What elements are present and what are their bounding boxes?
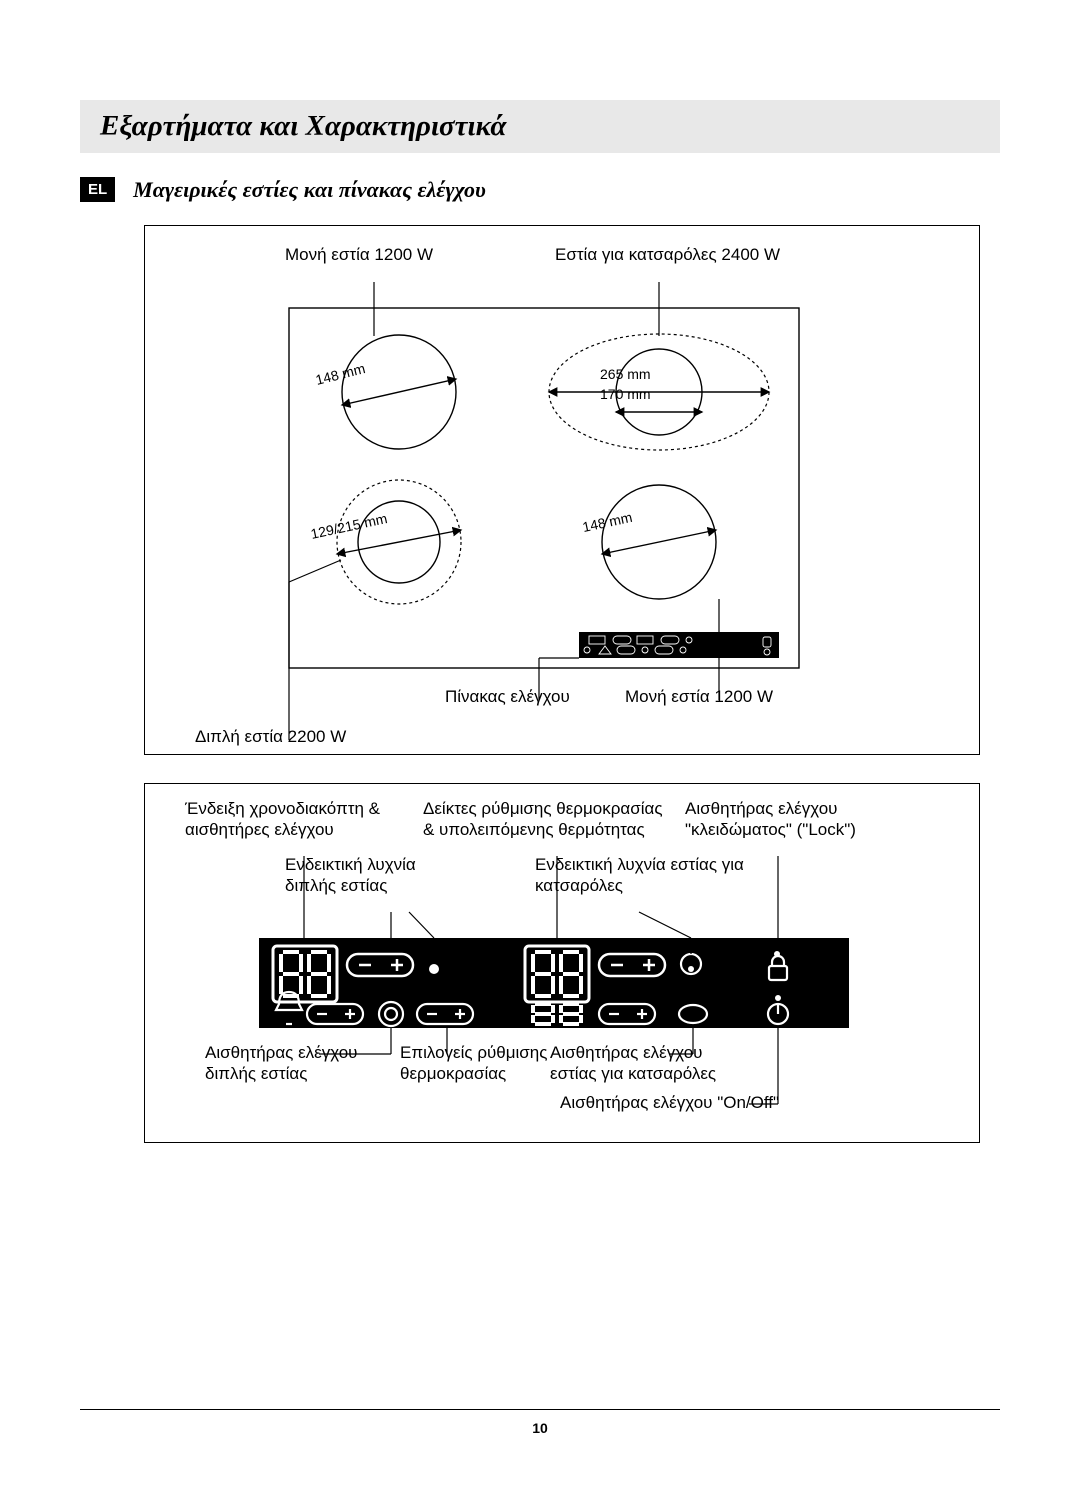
label-heat-selectors: Επιλογείς ρύθμισης θερμοκρασίας — [400, 1042, 570, 1085]
label-zone-bottom-left: Διπλή εστία 2200 W — [195, 726, 346, 747]
dim-top-right-inner: 170 mm — [600, 386, 651, 402]
hob-diagram-svg — [169, 242, 929, 762]
page-title-bar: Εξαρτήματα και Χαρακτηριστικά — [80, 100, 1000, 153]
section-heading-row: EL Μαγειρικές εστίες και πίνακας ελέγχου — [80, 177, 1000, 203]
page-footer: 10 — [0, 1409, 1080, 1438]
section-title: Μαγειρικές εστίες και πίνακας ελέγχου — [133, 177, 486, 203]
control-panel-svg — [169, 798, 939, 1138]
label-casserole-sensor: Αισθητήρας ελέγχου εστίας για κατσαρόλες — [550, 1042, 750, 1085]
label-heat-indicators: Δείκτες ρύθμισης θερμοκρασίας & υπολειπό… — [423, 798, 673, 841]
label-dual-indicator: Ενδεικτική λυχνία διπλής εστίας — [285, 854, 455, 897]
language-badge: EL — [80, 177, 115, 202]
label-timer: Ένδειξη χρονοδιακόπτη & αισθητήρες ελέγχ… — [185, 798, 415, 841]
dim-top-right-outer: 265 mm — [600, 366, 651, 382]
label-casserole-indicator: Ενδεικτική λυχνία εστίας για κατσαρόλες — [535, 854, 745, 897]
footer-rule — [80, 1409, 1000, 1410]
label-onoff: Αισθητήρας ελέγχου "On/Off" — [560, 1092, 840, 1113]
page-number: 10 — [532, 1420, 548, 1436]
label-zone-bottom-right: Μονή εστία 1200 W — [625, 686, 773, 707]
hob-diagram-box: Μονή εστία 1200 W Εστία για κατσαρόλες 2… — [144, 225, 980, 755]
page-title: Εξαρτήματα και Χαρακτηριστικά — [100, 110, 980, 143]
label-zone-top-right: Εστία για κατσαρόλες 2400 W — [555, 244, 780, 265]
control-panel-diagram-box: Ένδειξη χρονοδιακόπτη & αισθητήρες ελέγχ… — [144, 783, 980, 1143]
label-control-panel: Πίνακας ελέγχου — [445, 686, 570, 707]
label-zone-top-left: Μονή εστία 1200 W — [285, 244, 433, 265]
label-dual-sensor: Αισθητήρας ελέγχου διπλής εστίας — [205, 1042, 395, 1085]
label-lock: Αισθητήρας ελέγχου "κλειδώματος" ("Lock"… — [685, 798, 895, 841]
